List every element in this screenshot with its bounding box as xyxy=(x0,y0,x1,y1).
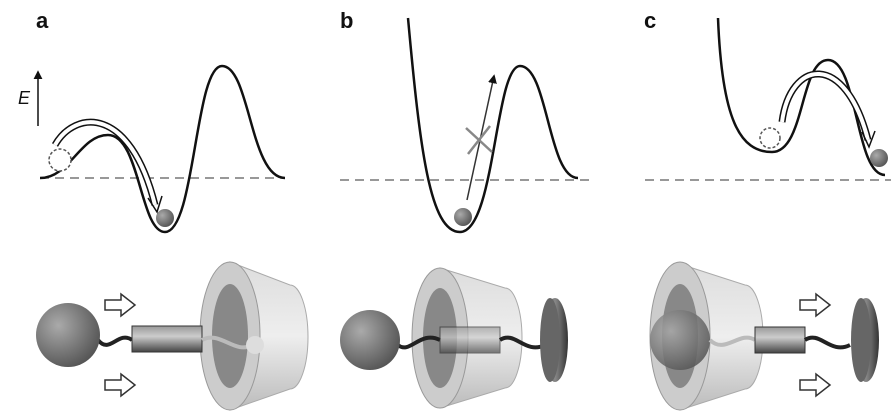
axis-label: E xyxy=(18,88,31,108)
panel-label: c xyxy=(644,8,656,33)
panel-label: a xyxy=(36,8,49,33)
rotaxane-a xyxy=(36,262,308,410)
figure: a b c E xyxy=(0,0,891,411)
panel-a-plot xyxy=(40,66,285,232)
panel-b-plot xyxy=(340,18,590,232)
page: a b c E xyxy=(0,0,891,411)
panel-c-plot xyxy=(645,18,891,180)
rotaxane-b xyxy=(340,268,568,408)
panel-label: b xyxy=(340,8,353,33)
rotaxane-c xyxy=(650,262,879,410)
